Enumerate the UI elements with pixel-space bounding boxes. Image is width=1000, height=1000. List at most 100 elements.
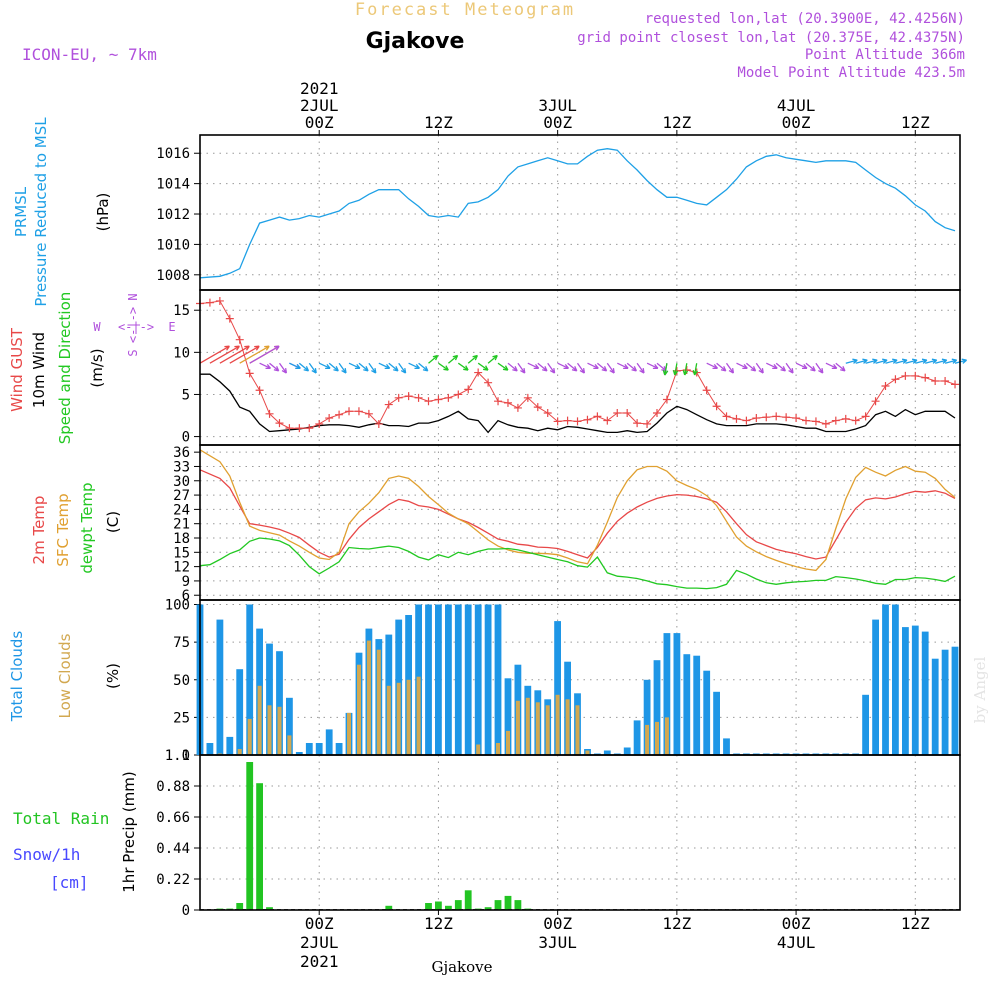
wind-gust-marker (454, 390, 463, 399)
low-clouds-bar (555, 694, 560, 755)
low-clouds-bar (347, 712, 351, 755)
wind-gust-marker (851, 416, 860, 425)
wind-direction-arrow (408, 362, 421, 370)
total-clouds-bar (951, 646, 959, 755)
wind-gust-marker (623, 408, 632, 417)
wind-direction-arrow (692, 363, 699, 376)
y-tick-label: 5 (182, 387, 190, 403)
compass-arrow-vertical: <-|-> (126, 307, 140, 343)
rain-bar (246, 762, 254, 910)
wind-direction-arrow (358, 362, 369, 372)
temp-sfc-label: SFC Temp (54, 493, 72, 566)
total-clouds-bar (266, 643, 273, 755)
wind-gust-marker (315, 419, 324, 428)
clouds-unit-label: (%) (104, 663, 122, 689)
wind-gust-marker (434, 395, 443, 404)
total-clouds-bar (931, 658, 939, 755)
low-clouds-bar (376, 649, 381, 755)
point-altitude: Point Altitude 366m (805, 47, 965, 63)
wind-direction-arrow (775, 362, 786, 372)
location-title: Gjakove (366, 29, 465, 54)
wind-direction-arrow (805, 362, 816, 372)
wind-direction-arrow (845, 358, 858, 364)
y-tick-label: 1012 (156, 207, 190, 223)
wind-direction-arrow (269, 362, 280, 372)
low-clouds-bar (545, 705, 550, 755)
wind-direction-arrow (656, 362, 667, 372)
temp-dewpoint-line (199, 537, 956, 590)
wind-gust-marker (523, 393, 532, 402)
y-tick-label: 0 (182, 748, 190, 764)
x-tick-label-top: 12Z (424, 113, 453, 132)
y-tick-label: 15 (173, 545, 190, 561)
prmsl-label: PRMSL (12, 186, 30, 237)
y-tick-label: 18 (173, 531, 190, 547)
wind-gust-marker (543, 408, 552, 417)
wind-gust-marker (951, 380, 960, 389)
rain-bar (236, 903, 244, 910)
total-clouds-bar (862, 694, 869, 755)
total-clouds-bar (226, 736, 234, 755)
total-clouds-bar (643, 679, 651, 755)
wind-direction-arrow (925, 358, 938, 364)
wind-gust-marker (583, 415, 592, 424)
wind-gust-marker (553, 417, 562, 426)
wind-direction-arrow (328, 362, 339, 372)
pressure-unit-label: (hPa) (94, 193, 112, 232)
wind-direction-arrow (636, 362, 645, 374)
low-clouds-bar (396, 682, 401, 755)
wind-direction-arrow (428, 354, 439, 364)
wind-gust-marker (345, 407, 354, 416)
low-clouds-bar (575, 705, 580, 755)
wind-gust-marker (901, 371, 910, 380)
rain-bar (266, 907, 273, 910)
wind-direction-arrow (438, 362, 449, 371)
wind-gust-marker (732, 414, 741, 423)
wind-gust-marker (384, 400, 393, 409)
total-clouds-bar (673, 633, 681, 755)
wind-direction-arrow (537, 362, 548, 372)
wind-direction-arrow (617, 362, 629, 370)
total-clouds-bar (445, 604, 452, 755)
wind-direction-arrow (825, 362, 838, 370)
total-clouds-bar (305, 743, 313, 755)
low-clouds-bar (386, 685, 391, 755)
wind-direction-arrow (835, 362, 846, 372)
wind-direction-arrow (338, 362, 347, 374)
wind-direction-arrow (368, 362, 377, 374)
wind-direction-arrow (289, 362, 301, 370)
wind-gust-marker (225, 314, 234, 323)
low-clouds-bar (366, 640, 371, 755)
wind-direction-arrow (318, 362, 331, 370)
wind-gust-marker (335, 410, 344, 419)
wind-direction-arrow (298, 362, 310, 372)
x-tick-label-top: 4JUL (777, 96, 816, 115)
total-clouds-bar (633, 720, 641, 755)
wind-direction-arrow (736, 362, 748, 370)
total-clouds-bar (941, 649, 949, 755)
y-tick-label: 27 (173, 488, 190, 504)
y-tick-label: 1010 (156, 237, 190, 253)
snow-unit-label: [cm] (50, 873, 89, 892)
wind-direction-arrow (587, 362, 599, 370)
wind-gust-marker (374, 419, 383, 428)
pressure-msl-label: Pressure Reduced to MSL (32, 117, 50, 307)
low-clouds-bar (277, 706, 282, 755)
low-clouds-bar (257, 685, 262, 755)
wind-direction-arrow (388, 362, 399, 372)
wind-gust-marker (702, 386, 711, 395)
total-clouds-bar (325, 729, 333, 755)
wind-direction-arrow (885, 358, 898, 364)
wind-direction-arrow (418, 362, 429, 372)
x-tick-label-top: 2JUL (300, 96, 339, 115)
wind-gust-marker (424, 397, 433, 406)
wind-direction-arrow (487, 354, 498, 364)
y-tick-label: 100 (165, 598, 190, 614)
wind-direction-arrow (398, 362, 407, 374)
y-tick-label: 10 (173, 345, 190, 361)
x-tick-label-top: 00Z (305, 113, 334, 132)
y-tick-label: 12 (173, 560, 190, 576)
wind-direction-arrow (905, 358, 918, 364)
wind-gust-marker (633, 419, 642, 428)
